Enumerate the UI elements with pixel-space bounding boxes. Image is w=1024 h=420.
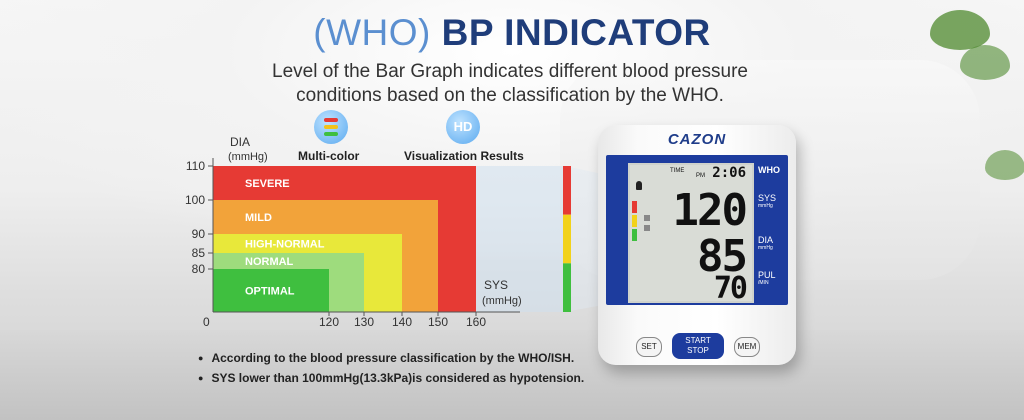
dia-label: DIA — [758, 235, 774, 245]
feature-label-multicolor: Multi-color — [298, 149, 360, 163]
lcd-screen: TIME PM 2:06 120 85 70 — [628, 163, 754, 306]
lcd-bar-yellow — [632, 215, 637, 227]
lcd-bar-off — [644, 225, 650, 231]
zone-label: OPTIMAL — [245, 286, 295, 298]
background-plant-leaf — [930, 10, 990, 50]
blood-pressure-monitor: CAZON TIME PM 2:06 120 85 70 WHO SYS mmH… — [598, 125, 796, 365]
y-tick-label: 90 — [192, 227, 206, 241]
set-button[interactable]: SET — [636, 337, 662, 357]
background-plant-leaf — [960, 45, 1010, 80]
y-axis-label: DIA — [230, 135, 250, 149]
start-stop-button[interactable]: START STOP — [672, 333, 724, 359]
sys-unit: mmHg — [758, 203, 773, 209]
indicator-bar-segment — [563, 214, 571, 264]
background-plant-leaf — [985, 150, 1024, 180]
y-tick-label: 80 — [192, 262, 206, 276]
multicolor-bars-icon — [314, 110, 348, 144]
x-axis-unit: (mmHg) — [482, 295, 522, 307]
page-title: (WHO) BP INDICATOR — [0, 12, 1024, 54]
x-tick-label: 140 — [392, 315, 412, 329]
zone-optimal — [213, 269, 329, 312]
who-text: WHO — [758, 165, 780, 175]
x-axis-label: SYS — [484, 278, 508, 292]
y-tick-label: 100 — [185, 193, 205, 207]
y-tick-label: 85 — [192, 246, 206, 260]
subtitle: Level of the Bar Graph indicates differe… — [200, 60, 820, 108]
projection-beam — [476, 166, 565, 312]
title-main: BP INDICATOR — [441, 12, 711, 53]
display-panel: TIME PM 2:06 120 85 70 WHO SYS mmHg DIA … — [606, 155, 788, 306]
time-label: TIME — [670, 168, 685, 174]
stop-label: STOP — [687, 346, 709, 355]
indicator-bar-segment — [563, 166, 571, 215]
dia-unit-label: DIA mmHg — [758, 235, 773, 251]
subtitle-line: conditions based on the classification b… — [296, 85, 724, 106]
mem-button[interactable]: MEM — [734, 337, 760, 357]
hd-icon: HD — [446, 110, 480, 144]
who-label: WHO — [758, 165, 780, 175]
x-tick-label: 120 — [319, 315, 339, 329]
brand-logo: CAZON — [667, 131, 727, 148]
pul-unit: /MIN — [758, 280, 769, 286]
sys-unit-label: SYS mmHg — [758, 193, 776, 209]
x-tick-label: 150 — [428, 315, 448, 329]
hd-icon-text: HD — [453, 119, 473, 134]
pm-label: PM — [696, 173, 705, 179]
bp-classification-chart: SEVERE MILD HIGH-NORMAL NORMAL OPTIMAL 80 85 9… — [185, 135, 630, 329]
zone-label: SEVERE — [245, 178, 290, 190]
zone-label: HIGH-NORMAL — [245, 239, 325, 251]
lcd-bar-green — [632, 229, 637, 241]
sys-label: SYS — [758, 193, 777, 203]
zone-label: NORMAL — [245, 256, 294, 268]
sys-readout: 120 — [672, 185, 748, 236]
feature-label-visualization: Visualization Results — [404, 149, 524, 163]
start-label: START — [685, 336, 711, 345]
subtitle-line: Level of the Bar Graph indicates differe… — [272, 61, 748, 82]
indicator-bar-segment — [563, 263, 571, 312]
title-prefix: (WHO) — [313, 12, 431, 53]
note-item: According to the blood pressure classifi… — [198, 348, 584, 368]
origin-label: 0 — [203, 315, 210, 329]
zone-label: MILD — [245, 212, 272, 224]
note-item: SYS lower than 100mmHg(13.3kPa)is consid… — [198, 368, 584, 388]
y-axis-unit: (mmHg) — [228, 151, 268, 163]
x-tick-label: 160 — [466, 315, 486, 329]
lcd-bar-off — [644, 215, 650, 221]
pul-unit-label: PUL /MIN — [758, 270, 776, 286]
lcd-bar-red — [632, 201, 637, 213]
pul-label: PUL — [758, 270, 776, 280]
time-readout: 2:06 — [712, 165, 746, 181]
y-tick-label: 110 — [186, 159, 205, 173]
notes-list: According to the blood pressure classifi… — [198, 348, 584, 388]
dia-unit: mmHg — [758, 245, 773, 251]
pulse-readout: 70 — [713, 271, 748, 306]
user-icon — [636, 181, 642, 190]
dia-readout: 85 — [697, 231, 748, 282]
x-tick-label: 130 — [354, 315, 374, 329]
